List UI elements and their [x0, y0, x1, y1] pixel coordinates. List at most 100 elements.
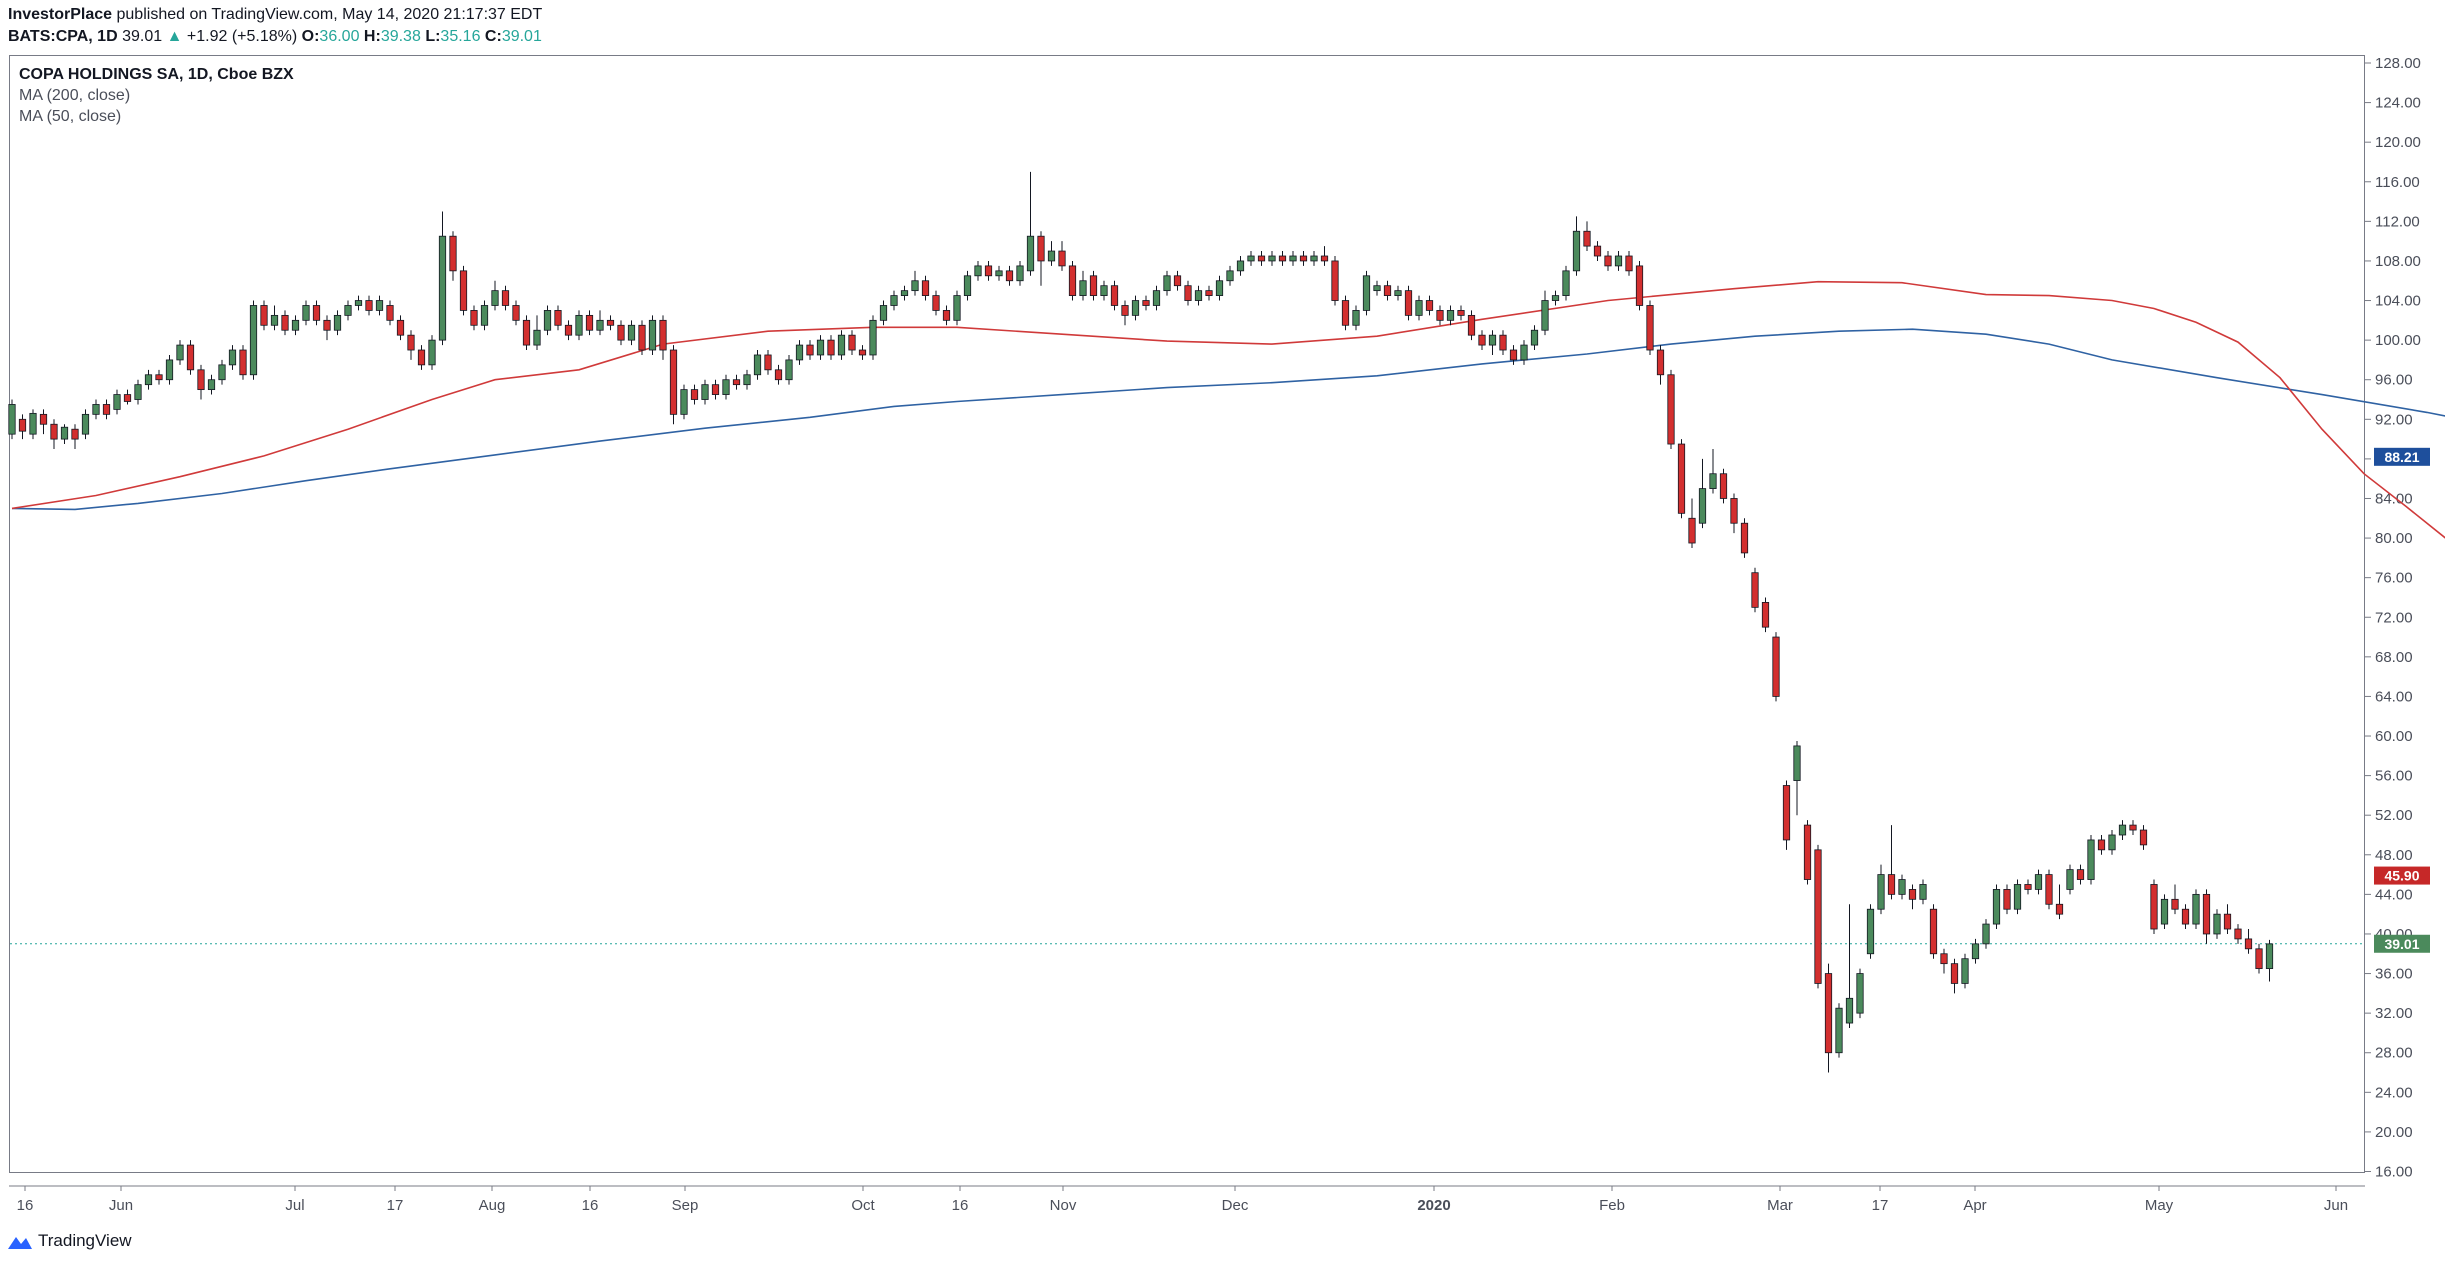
candle[interactable] [648, 319, 657, 351]
candle[interactable] [669, 349, 678, 415]
candle[interactable] [491, 290, 499, 306]
candle[interactable] [1425, 300, 1434, 311]
candle[interactable] [1299, 255, 1308, 262]
candle[interactable] [1572, 230, 1581, 272]
candle[interactable] [1719, 473, 1728, 499]
candle[interactable] [1761, 602, 1770, 628]
candle[interactable] [1247, 255, 1255, 262]
candle[interactable] [1961, 958, 1969, 984]
candle[interactable] [2129, 824, 2137, 831]
candle[interactable] [1940, 953, 1948, 965]
candle[interactable] [1593, 245, 1602, 257]
candle[interactable] [1310, 255, 1318, 262]
candle[interactable] [2171, 898, 2179, 910]
candle[interactable] [1268, 255, 1276, 262]
candle[interactable] [333, 314, 342, 331]
candle[interactable] [1919, 884, 1927, 900]
candle[interactable] [2223, 913, 2232, 930]
candle[interactable] [1635, 265, 1644, 306]
candle[interactable] [1562, 270, 1570, 296]
candle[interactable] [1184, 285, 1192, 301]
candle[interactable] [1005, 270, 1014, 282]
ma200-line[interactable] [11, 328, 2445, 511]
candle[interactable] [1950, 963, 1959, 984]
candle[interactable] [816, 339, 825, 356]
candle[interactable] [1877, 874, 1885, 910]
candle[interactable] [1604, 255, 1612, 267]
candle[interactable] [606, 319, 615, 326]
candle[interactable] [806, 344, 814, 356]
candle[interactable] [1331, 260, 1339, 301]
candle[interactable] [638, 324, 646, 351]
candle[interactable] [1677, 443, 1686, 514]
candle[interactable] [1646, 305, 1654, 351]
candle[interactable] [249, 305, 258, 376]
candle[interactable] [1163, 275, 1171, 292]
candle[interactable] [354, 300, 363, 306]
candle[interactable] [1551, 295, 1560, 301]
candle[interactable] [323, 319, 331, 331]
candle[interactable] [165, 359, 174, 381]
candle[interactable] [1352, 310, 1360, 326]
candle[interactable] [879, 305, 888, 321]
candle[interactable] [1415, 300, 1423, 316]
candle[interactable] [2265, 943, 2274, 970]
candle[interactable] [1142, 300, 1150, 306]
candle[interactable] [2255, 948, 2263, 970]
candle[interactable] [1110, 285, 1119, 306]
candle[interactable] [2192, 893, 2200, 925]
candle[interactable] [1824, 973, 1833, 1054]
candle[interactable] [1499, 334, 1507, 351]
candle[interactable] [1583, 230, 1591, 247]
candle[interactable] [1194, 290, 1203, 301]
candle[interactable] [743, 374, 751, 386]
candle[interactable] [2076, 869, 2085, 880]
candle[interactable] [1971, 943, 1980, 960]
candle[interactable] [228, 349, 237, 366]
candle[interactable] [1992, 889, 2001, 925]
candle[interactable] [176, 344, 184, 361]
ma50-line[interactable] [11, 280, 2445, 876]
candle[interactable] [2202, 893, 2211, 935]
candle[interactable] [1887, 874, 1896, 895]
candle[interactable] [71, 428, 79, 440]
candle[interactable] [2118, 824, 2127, 836]
candle[interactable] [417, 349, 426, 366]
candle[interactable] [1089, 275, 1098, 296]
tradingview-logo[interactable]: TradingView [6, 1231, 132, 1251]
candle[interactable] [470, 310, 478, 326]
candle[interactable] [890, 295, 898, 306]
candle[interactable] [617, 324, 625, 341]
candle[interactable] [480, 305, 489, 326]
candle[interactable] [1793, 745, 1801, 781]
candle[interactable] [575, 314, 583, 336]
candle[interactable] [795, 344, 804, 361]
candle[interactable] [1845, 997, 1854, 1024]
candle[interactable] [1320, 255, 1329, 262]
candle[interactable] [312, 305, 321, 321]
candle[interactable] [627, 324, 636, 341]
candle[interactable] [1383, 285, 1392, 296]
candle[interactable] [2034, 874, 2043, 890]
candle[interactable] [1457, 310, 1465, 316]
candle[interactable] [39, 413, 48, 425]
candle[interactable] [701, 384, 709, 400]
candle[interactable] [1614, 255, 1623, 267]
candle[interactable] [774, 369, 783, 381]
candle[interactable] [711, 384, 720, 395]
candle[interactable] [218, 364, 226, 381]
candle[interactable] [2150, 884, 2158, 930]
candle[interactable] [1446, 310, 1455, 321]
candle[interactable] [1698, 488, 1707, 524]
candle[interactable] [459, 270, 468, 311]
candle[interactable] [858, 349, 867, 356]
candle[interactable] [543, 310, 552, 331]
candle[interactable] [1037, 235, 1045, 262]
candle[interactable] [60, 426, 69, 440]
candle[interactable] [134, 384, 142, 400]
candle[interactable] [1730, 498, 1738, 524]
candle[interactable] [1079, 280, 1087, 296]
candle[interactable] [1068, 265, 1077, 296]
candle[interactable] [522, 319, 531, 346]
